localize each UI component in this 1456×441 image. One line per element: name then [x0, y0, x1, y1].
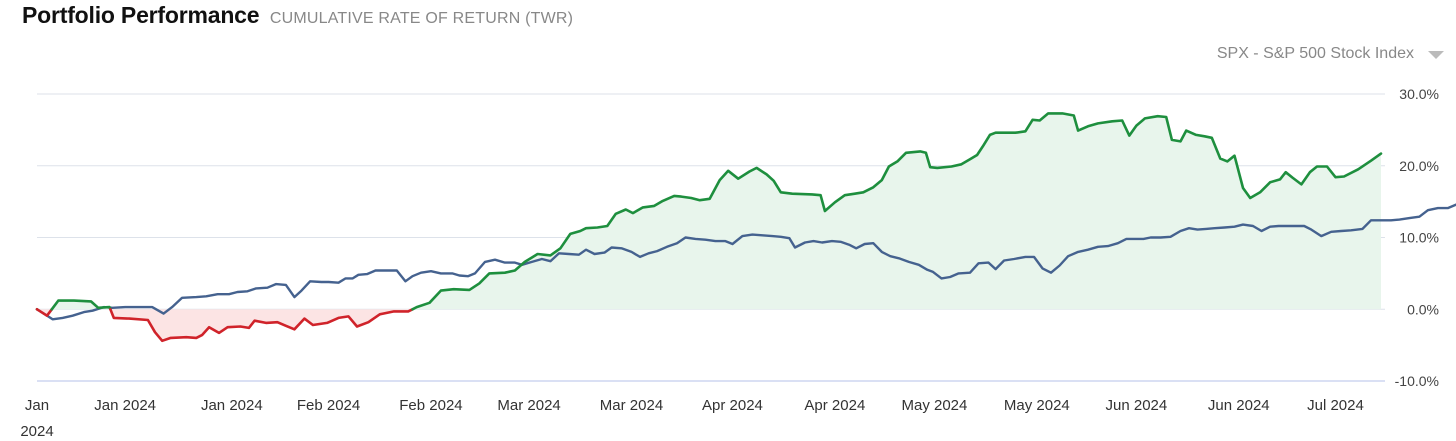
portfolio-line-loss — [109, 308, 414, 343]
chevron-down-icon[interactable] — [1428, 51, 1444, 59]
chart-subtitle: CUMULATIVE RATE OF RETURN (TWR) — [269, 10, 574, 27]
x-tick-label: 2024 — [20, 423, 53, 440]
page-title: Portfolio Performance — [22, 2, 260, 28]
y-tick-label: 20.0% — [1399, 158, 1439, 174]
x-tick-label: Jun 2024 — [1208, 397, 1270, 414]
x-tick-label: Mar 2024 — [600, 397, 663, 414]
x-tick-label: May 2024 — [1004, 397, 1070, 414]
portfolio-line-loss — [35, 308, 54, 317]
portfolio-line-gain — [411, 112, 1383, 311]
benchmark-selector[interactable]: SPX - S&P 500 Stock Index — [1217, 45, 1444, 63]
x-tick-label: Jan 2024 — [94, 397, 156, 414]
x-tick-label: Feb 2024 — [399, 397, 462, 414]
portfolio-gain-area — [412, 113, 1381, 310]
benchmark-line — [35, 203, 1456, 321]
y-tick-label: -10.0% — [1395, 373, 1439, 389]
x-tick-label: May 2024 — [901, 397, 967, 414]
x-tick-label: Jul 2024 — [1307, 397, 1364, 414]
benchmark-label: SPX - S&P 500 Stock Index — [1216, 45, 1414, 62]
y-axis: 30.0% 20.0% 10.0% 0.0% -10.0% — [1395, 86, 1439, 389]
portfolio-loss-area — [110, 309, 413, 341]
x-axis: Jan 2024 Jan 2024 Jan 2024 Feb 2024 Feb 2024 M… — [20, 397, 1364, 440]
x-tick-label: Feb 2024 — [297, 397, 360, 414]
portfolio-line-gain — [50, 299, 112, 311]
series-lines — [35, 112, 1456, 343]
x-tick-label: Apr 2024 — [702, 397, 763, 414]
area-fills — [37, 113, 1381, 341]
y-tick-label: 10.0% — [1399, 230, 1439, 246]
x-tick-label: Apr 2024 — [804, 397, 865, 414]
x-tick-label: Mar 2024 — [497, 397, 560, 414]
y-tick-label: 0.0% — [1407, 301, 1439, 317]
y-tick-label: 30.0% — [1399, 86, 1439, 102]
x-tick-label: Jun 2024 — [1106, 397, 1168, 414]
x-tick-label: Jan — [25, 397, 49, 414]
x-tick-label: Jan 2024 — [201, 397, 263, 414]
chart-header: Portfolio Performance CUMULATIVE RATE OF… — [22, 2, 573, 29]
